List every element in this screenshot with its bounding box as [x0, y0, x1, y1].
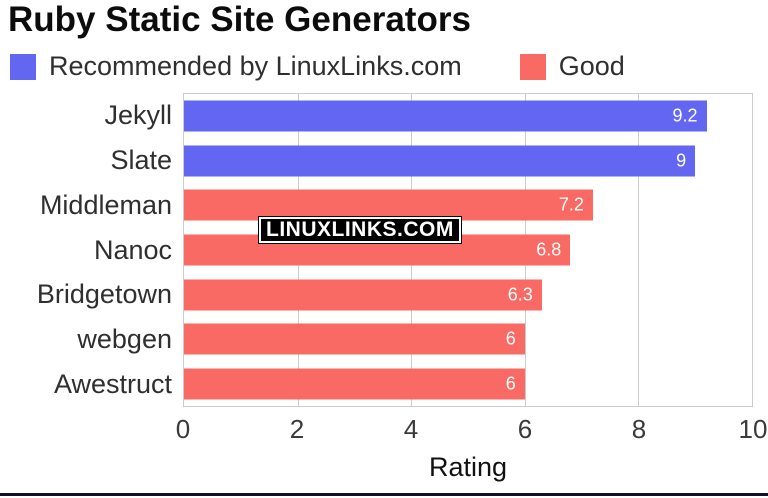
bar-value-label: 9.2 — [672, 105, 698, 126]
bar-value-label: 6.3 — [507, 284, 533, 305]
bar-awestruct: 6 — [184, 368, 525, 400]
bar-row: 6 — [184, 317, 752, 362]
legend: Recommended by LinuxLinks.com Good — [10, 51, 625, 82]
bar-value-label: 6 — [505, 373, 516, 394]
category-label: webgen — [77, 324, 172, 355]
x-tick-label: 8 — [631, 414, 647, 444]
bottom-strip — [0, 493, 768, 496]
category-labels: Jekyll Slate Middleman Nanoc Bridgetown webge… — [0, 93, 172, 407]
x-tick-label: 2 — [289, 414, 305, 444]
bar-value-label: 6.8 — [536, 239, 562, 260]
bar-slate: 9 — [184, 145, 696, 177]
legend-swatch-good — [519, 53, 546, 80]
bar-middleman: 7.2 — [184, 189, 593, 221]
bar-value-label: 7.2 — [558, 194, 584, 215]
bar-value-label: 6 — [505, 328, 516, 349]
bar-row: 6.3 — [184, 272, 752, 317]
watermark: LINUXLINKS.COM — [259, 217, 461, 243]
legend-label-good: Good — [558, 51, 625, 81]
legend-label-recommended: Recommended by LinuxLinks.com — [49, 51, 462, 81]
category-label: Bridgetown — [36, 279, 172, 310]
x-tick-label: 4 — [403, 414, 419, 444]
legend-item-good: Good — [519, 51, 625, 82]
bar-row: 6 — [184, 361, 752, 406]
category-label: Nanoc — [93, 234, 172, 265]
bars: 9.2 9 7.2 6.8 6.3 6 6 — [184, 94, 752, 406]
bar-value-label: 9 — [676, 150, 687, 171]
category-label: Awestruct — [53, 369, 172, 400]
bar-row: 9.2 — [184, 94, 752, 139]
gridline — [638, 94, 640, 406]
x-tick-label: 0 — [175, 414, 191, 444]
bar-webgen: 6 — [184, 323, 525, 355]
category-label: Slate — [110, 144, 172, 175]
category-label: Middleman — [39, 189, 172, 220]
bar-jekyll: 9.2 — [184, 100, 707, 132]
x-tick-label: 10 — [738, 414, 768, 444]
bar-row: 7.2 — [184, 183, 752, 228]
plot-area: 9.2 9 7.2 6.8 6.3 6 6 — [183, 93, 753, 407]
bar-bridgetown: 6.3 — [184, 279, 542, 311]
x-axis-label: Rating — [428, 452, 508, 482]
category-label: Jekyll — [104, 99, 172, 130]
legend-swatch-recommended — [10, 53, 36, 80]
bar-row: 9 — [184, 139, 752, 184]
legend-item-recommended: Recommended by LinuxLinks.com — [10, 51, 462, 82]
chart-title: Ruby Static Site Generators — [8, 0, 471, 39]
x-tick-label: 6 — [517, 414, 533, 444]
